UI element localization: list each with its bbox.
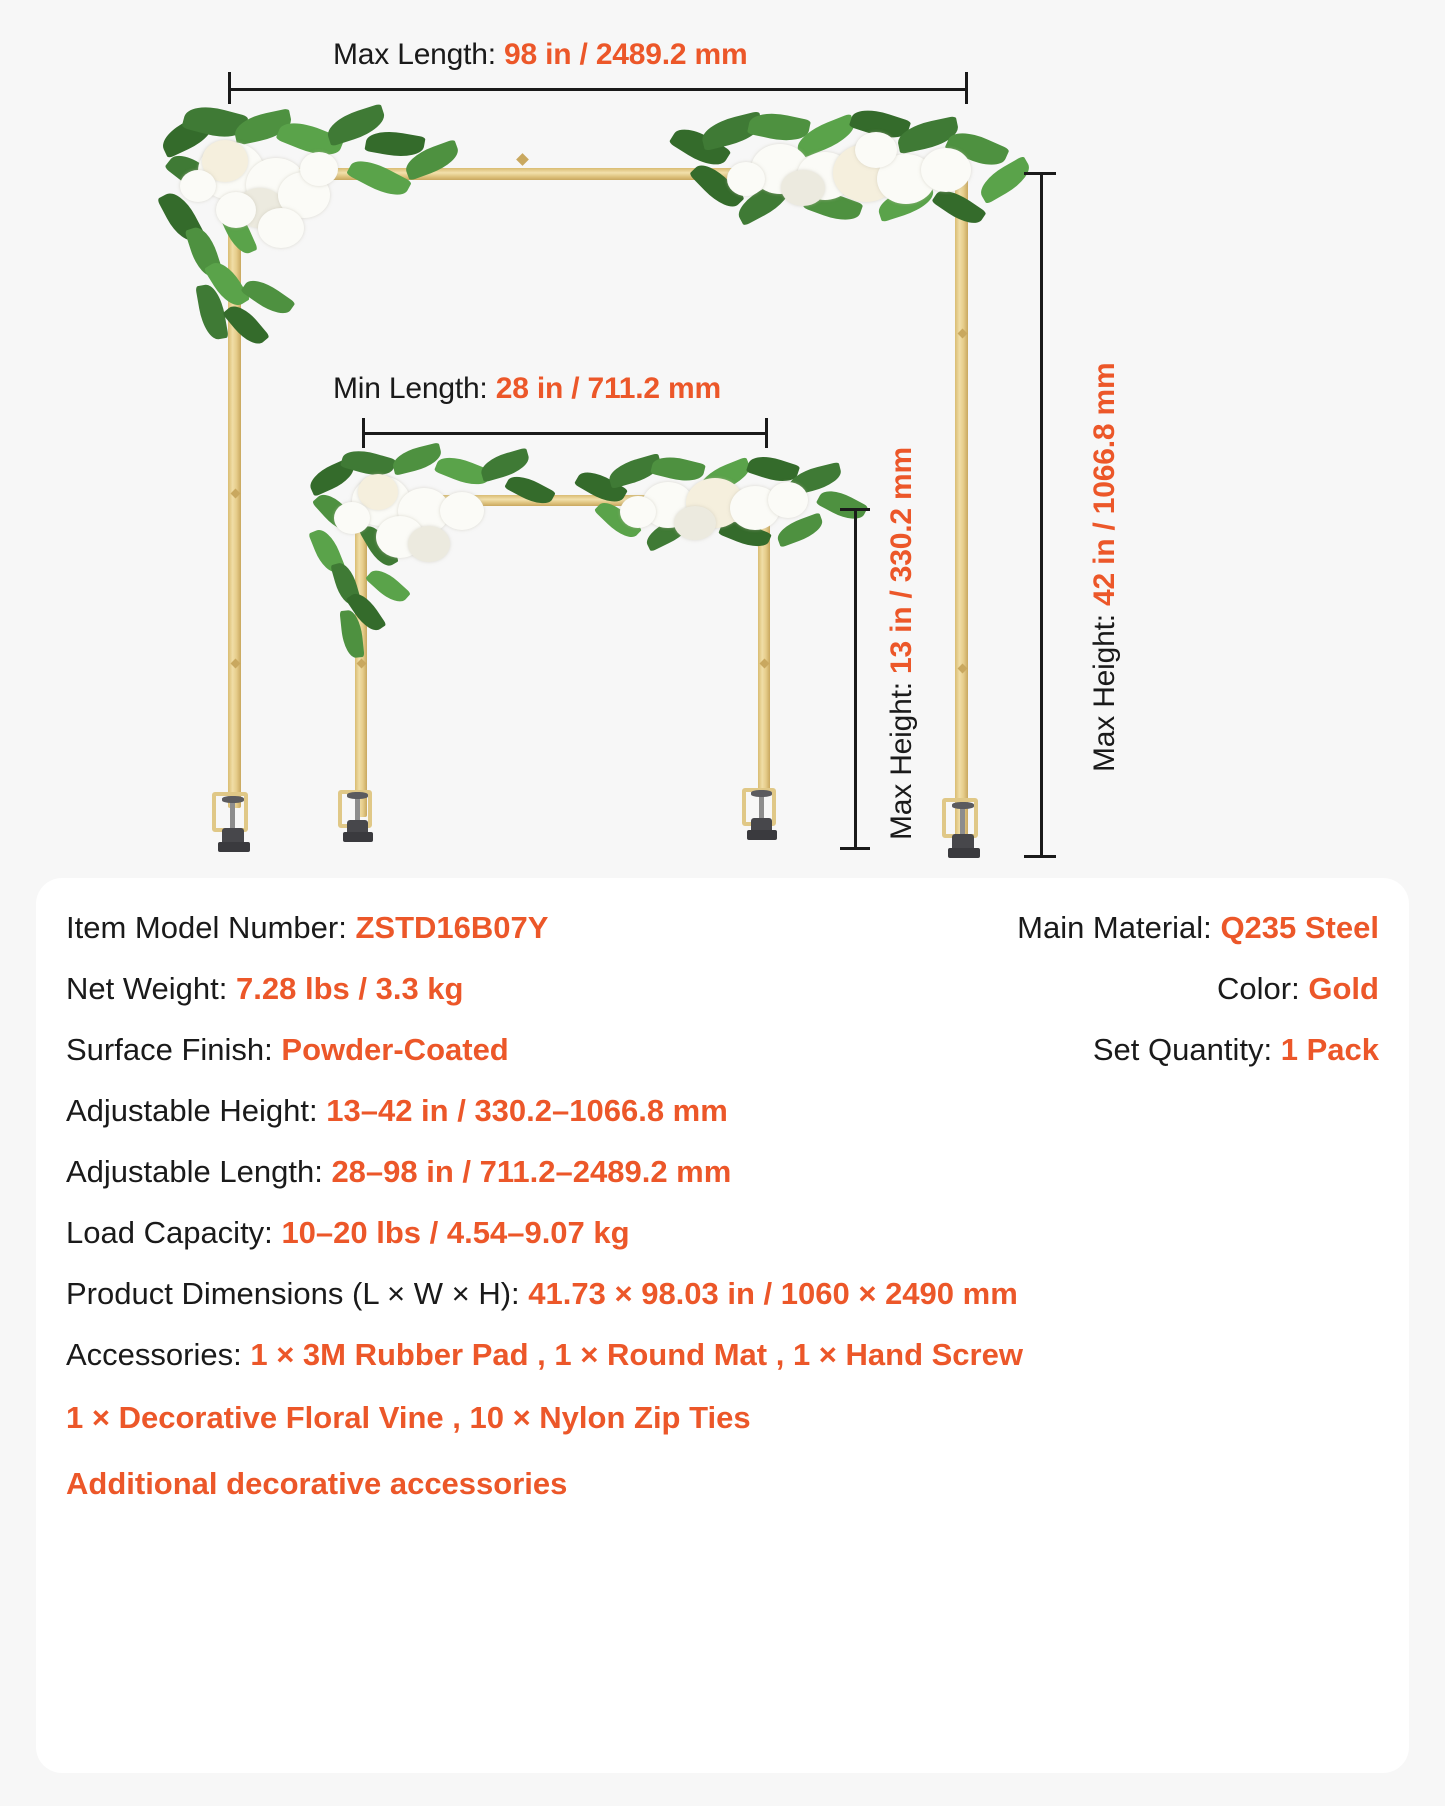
floral-garland-large-left <box>150 100 470 360</box>
spec-product-dimensions: Product Dimensions (L × W × H): 41.73 × … <box>66 1278 1379 1309</box>
spec-row-weight-color: Net Weight: 7.28 lbs / 3.3 kg Color: Gol… <box>66 973 1379 1004</box>
min-length-label-text: Min Length: <box>333 372 488 405</box>
max-height-tick-top <box>1024 172 1056 175</box>
spec-row-finish-quantity: Surface Finish: Powder-Coated Set Quanti… <box>66 1034 1379 1065</box>
beam-joint-mark <box>516 153 529 166</box>
spec-row-model-material: Item Model Number: ZSTD16B07Y Main Mater… <box>66 912 1379 943</box>
max-height-tick-bottom <box>1024 855 1056 858</box>
spec-label: Item Model Number: <box>66 910 347 945</box>
large-arch-right-post <box>955 168 968 848</box>
spec-label: Adjustable Height: <box>66 1093 318 1128</box>
spec-value: 1 × 3M Rubber Pad , 1 × Round Mat , 1 × … <box>250 1337 1023 1372</box>
min-length-dimension-line <box>362 432 768 435</box>
floral-garland-small-left <box>300 440 560 659</box>
spec-value: 1 Pack <box>1280 1032 1379 1067</box>
spec-label: Load Capacity: <box>66 1215 273 1250</box>
spec-adjustable-height: Adjustable Height: 13–42 in / 330.2–1066… <box>66 1095 1379 1126</box>
small-arch-top-beam <box>355 495 770 506</box>
max-length-tick-right <box>965 72 968 104</box>
max-length-tick-left <box>228 72 231 104</box>
min-height-label-text: Max Height: <box>885 682 918 840</box>
min-height-tick-top <box>840 508 870 511</box>
clamp-base-small-right <box>742 788 788 848</box>
product-dimension-diagram: Max Length: 98 in / 2489.2 mm Min Length… <box>0 0 1445 890</box>
spec-label: Color: <box>1217 971 1300 1006</box>
spec-label: Surface Finish: <box>66 1032 273 1067</box>
max-height-label-text: Max Height: <box>1088 614 1121 772</box>
floral-garland-small-right <box>570 450 869 567</box>
spec-surface-finish: Surface Finish: Powder-Coated <box>66 1034 755 1065</box>
spec-label: Accessories: <box>66 1337 242 1372</box>
spec-value: 10–20 lbs / 4.54–9.07 kg <box>281 1215 630 1250</box>
min-length-value: 28 in / 711.2 mm <box>495 372 721 405</box>
spec-accessories: Accessories: 1 × 3M Rubber Pad , 1 × Rou… <box>66 1339 1379 1370</box>
spec-value: 7.28 lbs / 3.3 kg <box>236 971 464 1006</box>
max-height-label: Max Height: 42 in / 1066.8 mm <box>1088 363 1122 772</box>
max-length-label-text: Max Length: <box>333 38 496 71</box>
clamp-base-small-left <box>338 790 384 850</box>
spec-value: Q235 Steel <box>1220 910 1379 945</box>
specification-panel: Item Model Number: ZSTD16B07Y Main Mater… <box>36 878 1409 1773</box>
max-length-value: 98 in / 2489.2 mm <box>504 38 748 71</box>
spec-value: ZSTD16B07Y <box>355 910 549 945</box>
max-length-dimension-line <box>228 88 968 91</box>
max-height-value: 42 in / 1066.8 mm <box>1088 362 1121 606</box>
spec-value: Powder-Coated <box>281 1032 509 1067</box>
spec-label: Product Dimensions (L × W × H): <box>66 1276 520 1311</box>
spec-item-model-number: Item Model Number: ZSTD16B07Y <box>66 912 755 943</box>
spec-set-quantity: Set Quantity: 1 Pack <box>755 1034 1379 1065</box>
spec-additional-accessories: Additional decorative accessories <box>66 1466 568 1501</box>
clamp-base-large-left <box>212 792 258 856</box>
max-length-label: Max Length: 98 in / 2489.2 mm <box>333 38 748 72</box>
spec-net-weight: Net Weight: 7.28 lbs / 3.3 kg <box>66 973 755 1004</box>
spec-main-material: Main Material: Q235 Steel <box>755 912 1379 943</box>
spec-label: Set Quantity: <box>1092 1032 1273 1067</box>
spec-label: Main Material: <box>1017 910 1212 945</box>
spec-label: Adjustable Length: <box>66 1154 323 1189</box>
floral-garland-large-right <box>665 103 1036 248</box>
spec-value: 28–98 in / 711.2–2489.2 mm <box>331 1154 732 1189</box>
max-height-dimension-line <box>1040 172 1043 858</box>
min-height-dimension-line <box>854 508 857 850</box>
small-arch-right-post <box>758 495 770 795</box>
spec-value: 13–42 in / 330.2–1066.8 mm <box>326 1093 728 1128</box>
spec-load-capacity: Load Capacity: 10–20 lbs / 4.54–9.07 kg <box>66 1217 1379 1248</box>
spec-value: 41.73 × 98.03 in / 1060 × 2490 mm <box>528 1276 1018 1311</box>
min-length-tick-left <box>362 418 365 448</box>
spec-adjustable-length: Adjustable Length: 28–98 in / 711.2–2489… <box>66 1156 1379 1187</box>
min-length-label: Min Length: 28 in / 711.2 mm <box>333 372 721 406</box>
min-height-tick-bottom <box>840 847 870 850</box>
spec-accessories-continued: 1 × Decorative Floral Vine , 10 × Nylon … <box>66 1400 751 1435</box>
min-length-tick-right <box>765 418 768 448</box>
clamp-base-large-right <box>942 798 988 862</box>
spec-color: Color: Gold <box>755 973 1379 1004</box>
spec-label: Net Weight: <box>66 971 228 1006</box>
min-height-label: Max Height: 13 in / 330.2 mm <box>885 447 919 840</box>
min-height-value: 13 in / 330.2 mm <box>885 447 918 674</box>
spec-value: Gold <box>1308 971 1379 1006</box>
